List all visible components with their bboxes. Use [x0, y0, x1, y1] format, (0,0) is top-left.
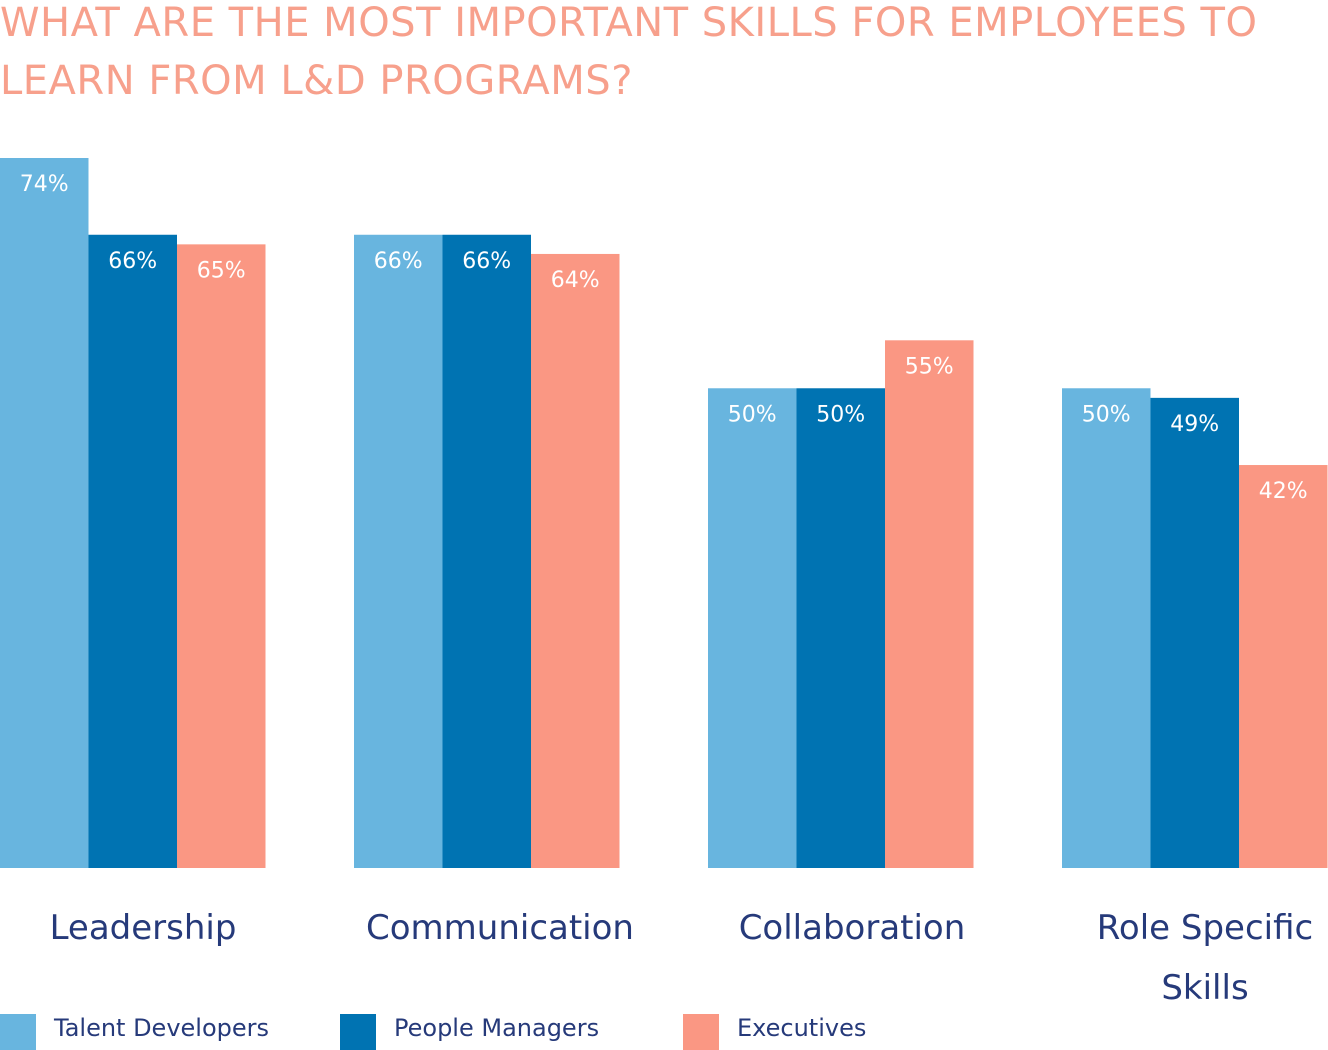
bar-collaboration-people-managers	[796, 388, 885, 868]
legend-swatch	[340, 1014, 376, 1050]
bar-value-label: 50%	[728, 402, 777, 427]
bar-label-group: 74% 66% 65% 66% 66% 64% 50% 50% 55% 50% 49% 42%	[20, 172, 1308, 504]
bar-value-label: 74%	[20, 172, 69, 197]
bar-leadership-people-managers	[88, 234, 177, 868]
bar-communication-people-managers	[442, 234, 531, 868]
bar-value-label: 42%	[1259, 479, 1308, 504]
category-label: Leadership	[50, 908, 237, 948]
bar-value-label: 66%	[374, 249, 423, 274]
category-label: Collaboration	[739, 908, 966, 948]
bar-leadership-executives	[177, 244, 266, 869]
bar-value-label: 55%	[905, 354, 954, 379]
bar-value-label: 66%	[108, 249, 157, 274]
bar-value-label: 66%	[462, 249, 511, 274]
bar-leadership-talent-developers	[0, 158, 89, 868]
bar-value-label: 50%	[816, 402, 865, 427]
legend: Talent Developers People Managers Executiv…	[0, 1012, 1328, 1050]
legend-swatch	[683, 1014, 719, 1050]
bar-value-label: 65%	[197, 258, 246, 283]
bar-collaboration-talent-developers	[708, 388, 797, 868]
bar-chart: 74% 66% 65% 66% 66% 64% 50% 50% 55% 50% 49% 42% Lea…	[0, 158, 1328, 1008]
bar-role-specific-skills-people-managers	[1150, 397, 1239, 868]
category-label: Role Specific Skills	[1097, 908, 1313, 1008]
legend-label: People Managers	[394, 1014, 600, 1042]
category-label: Communication	[366, 908, 634, 948]
category-label-group: Leadership Communication Collaboration Role…	[50, 908, 1314, 1008]
bar-communication-executives	[531, 253, 620, 869]
bar-role-specific-skills-talent-developers	[1062, 388, 1151, 868]
bar-communication-talent-developers	[354, 234, 443, 868]
bar-collaboration-executives	[885, 340, 974, 868]
bar-group	[0, 158, 1328, 869]
legend-label: Talent Developers	[54, 1014, 270, 1042]
bar-value-label: 50%	[1082, 402, 1131, 427]
bar-value-label: 64%	[551, 268, 600, 293]
bar-value-label: 49%	[1170, 412, 1219, 437]
legend-label: Executives	[737, 1014, 867, 1042]
legend-swatch	[0, 1014, 36, 1050]
chart-title: WHAT ARE THE MOST IMPORTANT SKILLS FOR E…	[0, 0, 1258, 104]
bar-role-specific-skills-executives	[1239, 465, 1328, 868]
